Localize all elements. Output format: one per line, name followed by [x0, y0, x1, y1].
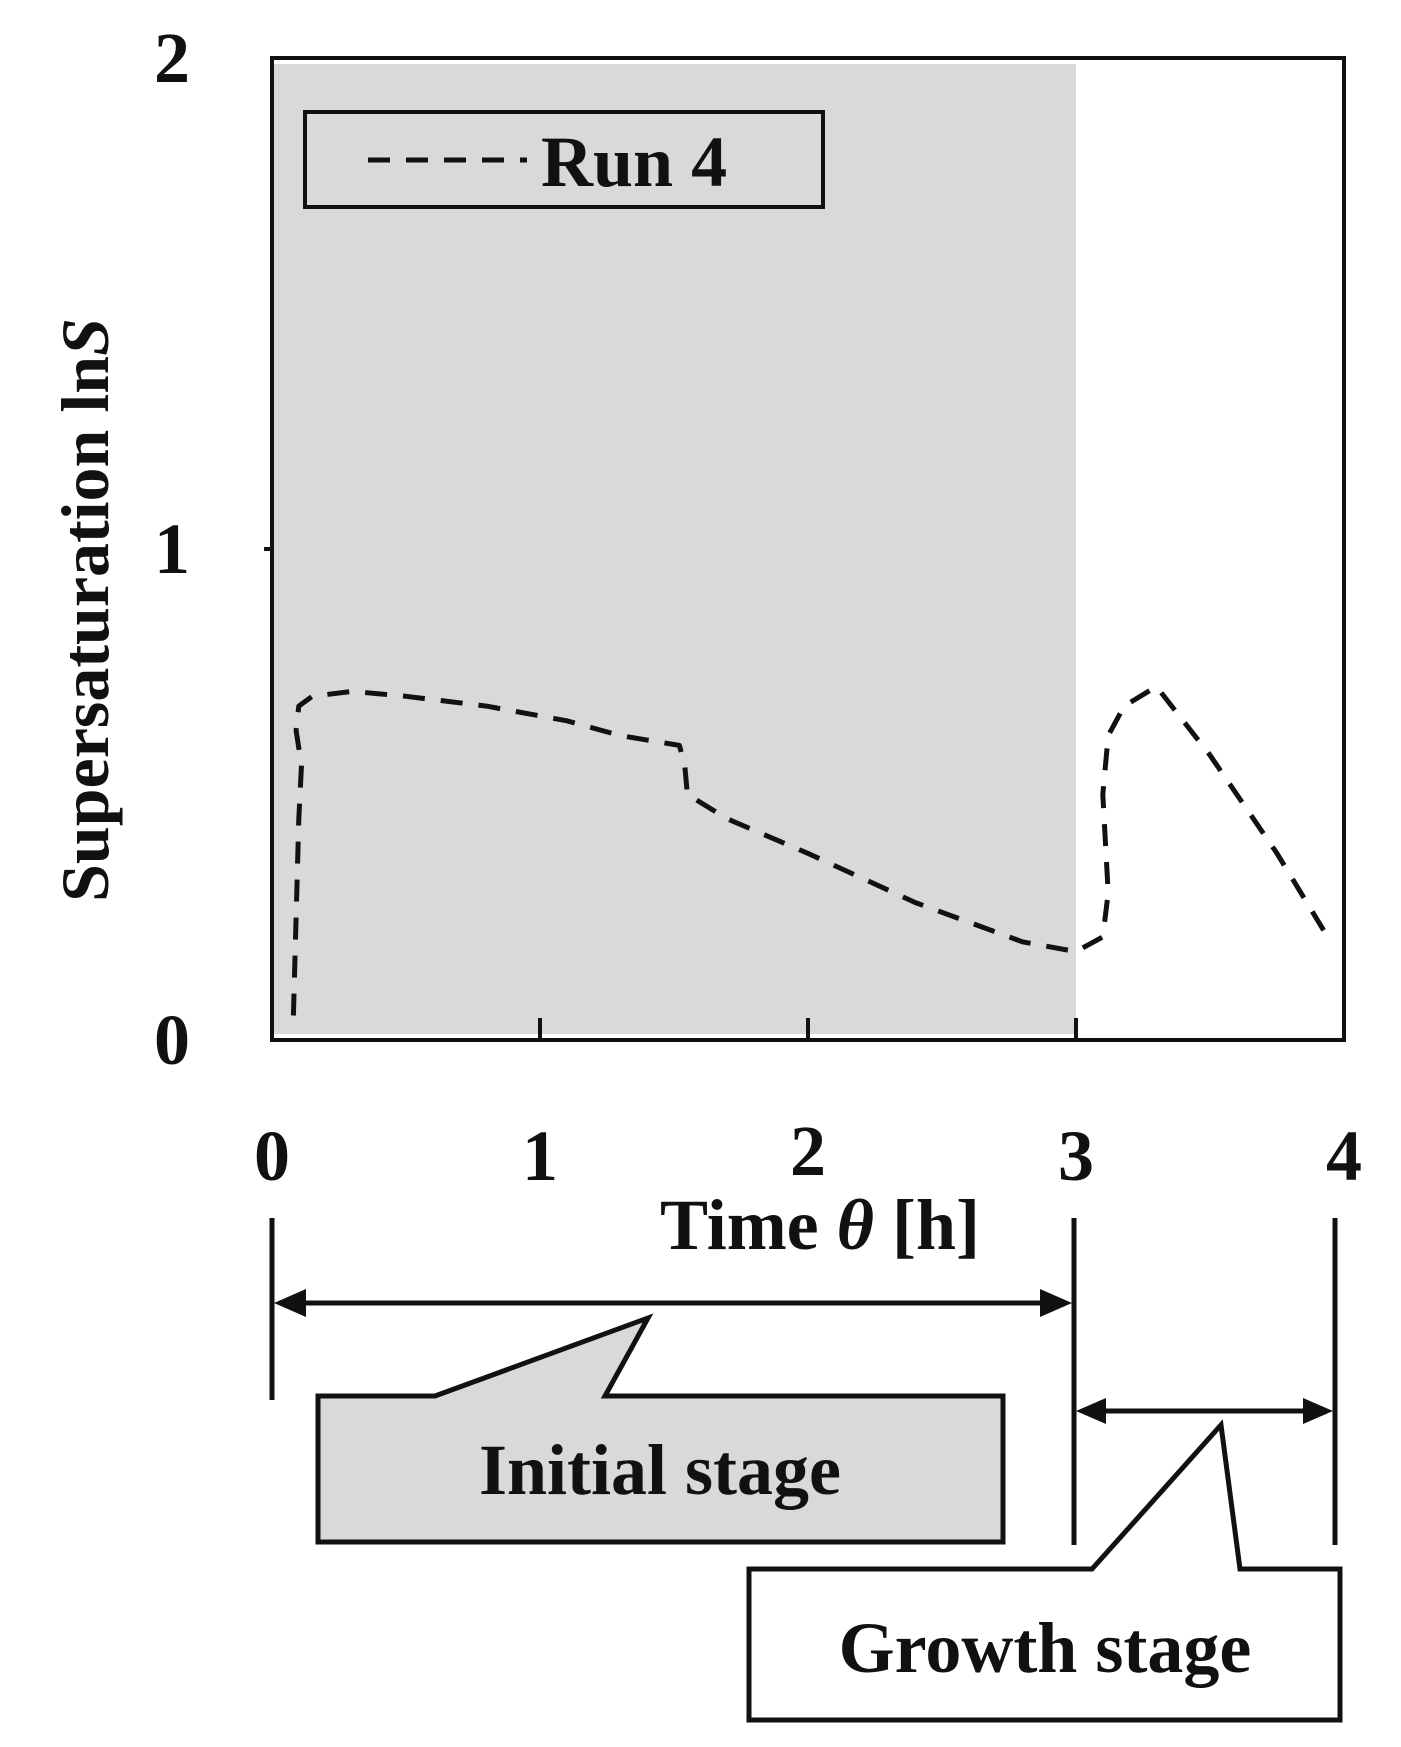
y-tick-label-0: 0	[154, 1000, 190, 1080]
growth-stage-arrowhead-right	[1303, 1398, 1333, 1424]
x-tick-label-3: 3	[1058, 1116, 1094, 1196]
initial-stage-label: Initial stage	[479, 1430, 841, 1510]
plot-area	[270, 56, 1346, 1042]
x-axis-label-unit: [h]	[874, 1185, 980, 1265]
x-axis-label-main: Time	[660, 1185, 837, 1265]
y-tick-label-1: 1	[154, 509, 190, 589]
axis-tick-labels: 0 1 2 3 4 0 1 2	[154, 18, 1362, 1196]
x-tick-label-4: 4	[1326, 1116, 1362, 1196]
y-axis-label-main: Supersaturation ln	[47, 356, 123, 902]
axis-ticks	[264, 547, 1078, 1040]
y-tick-label-2: 2	[154, 18, 190, 98]
series-layer	[290, 684, 1333, 1016]
series-line-run-4	[290, 684, 1333, 1016]
growth-stage-arrowhead-left	[1076, 1398, 1106, 1424]
legend: Run 4	[303, 110, 825, 209]
y-axis-label: Supersaturation lnS	[47, 318, 123, 902]
legend-box	[303, 110, 825, 209]
growth-stage-label: Growth stage	[839, 1608, 1252, 1688]
stage-brackets	[269, 1218, 1338, 1545]
initial-stage-callout-shape	[315, 1313, 1006, 1545]
growth-stage-callout-shape	[746, 1419, 1343, 1723]
x-tick-label-0: 0	[254, 1116, 290, 1196]
legend-label-run-4: Run 4	[541, 122, 727, 202]
initial-stage-arrowhead-right	[1040, 1289, 1072, 1317]
x-tick-label-1: 1	[522, 1116, 558, 1196]
y-axis-label-italic: S	[47, 318, 123, 356]
initial-stage-arrowhead-left	[274, 1289, 306, 1317]
x-tick-label-2: 2	[790, 1111, 826, 1191]
initial-stage-callout: Initial stage	[315, 1313, 1006, 1545]
initial-stage-shading	[272, 64, 1076, 1034]
x-axis-label: Time θ [h]	[660, 1185, 980, 1265]
x-axis-label-italic: θ	[837, 1185, 874, 1265]
growth-stage-callout: Growth stage	[746, 1419, 1343, 1723]
